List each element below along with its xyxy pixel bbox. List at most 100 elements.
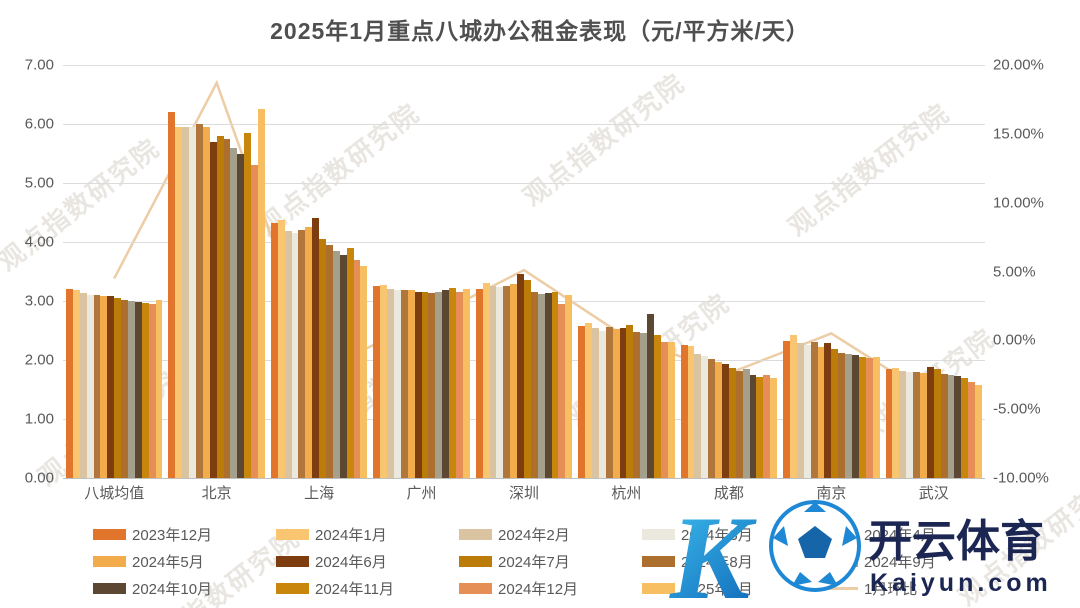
gridline [63, 477, 985, 479]
bar [291, 233, 299, 478]
legend-label: 2024年9月 [864, 554, 936, 571]
bar [86, 295, 94, 478]
legend-label: 1月环比 [864, 581, 918, 598]
bar [633, 331, 641, 478]
right-axis-tick: 5.00% [993, 263, 1036, 280]
bar [756, 376, 764, 478]
legend-color-swatch [276, 529, 309, 540]
legend-label: 2024年7月 [498, 554, 570, 571]
legend: 2023年12月 2024年1月 2024年2月 2024年3月 2024年4月 2024… [93, 521, 1008, 602]
bar [360, 265, 368, 478]
plot-area [63, 64, 985, 479]
bar [858, 357, 866, 478]
bar [107, 296, 115, 478]
bar [558, 303, 566, 478]
bar [968, 381, 976, 478]
bar [667, 342, 675, 478]
legend-item-2024年4月: 2024年4月 [825, 524, 1008, 545]
legend-label: 2024年6月 [315, 554, 387, 571]
legend-color-swatch [642, 529, 675, 540]
bar [687, 345, 695, 478]
bar [284, 231, 292, 478]
bar [975, 385, 983, 478]
bar [913, 371, 920, 478]
bar [339, 254, 347, 478]
legend-color-swatch [93, 583, 126, 594]
bar [708, 358, 716, 478]
bar [489, 286, 497, 478]
bar [626, 324, 634, 478]
bar [565, 295, 573, 478]
x-axis-label: 成都 [713, 485, 744, 502]
legend-color-swatch [93, 556, 126, 567]
bar [407, 290, 415, 478]
chart-title: 2025年1月重点八城办公租金表现（元/平方米/天） [270, 18, 810, 44]
bar [619, 327, 627, 478]
legend-color-swatch [276, 583, 309, 594]
bar [865, 357, 873, 478]
legend-label: 2024年3月 [681, 527, 753, 544]
gridline [63, 241, 985, 243]
bar-group-南京 [783, 65, 880, 478]
bar [251, 165, 259, 478]
bar [961, 377, 969, 478]
legend-label: 2024年2月 [498, 527, 570, 544]
legend-item-2024年2月: 2024年2月 [459, 524, 642, 545]
legend-color-swatch [276, 556, 309, 567]
bar [258, 109, 265, 478]
bar [701, 356, 709, 478]
bar [353, 259, 361, 478]
bar [141, 302, 149, 478]
legend-item-2024年9月: 2024年9月 [825, 551, 1008, 572]
right-axis-tick: 0.00% [993, 331, 1036, 349]
bar [121, 299, 129, 478]
left-axis-tick: 0.00 [24, 469, 54, 487]
bar-group-深圳 [475, 65, 573, 478]
bar [885, 368, 893, 478]
legend-label: 2024年12月 [498, 581, 579, 598]
legend-color-swatch [93, 529, 126, 540]
bar [435, 291, 443, 478]
bar [920, 372, 927, 478]
bar [592, 327, 599, 478]
legend-item-2024年5月: 2024年5月 [93, 551, 276, 572]
x-axis-label: 南京 [816, 485, 847, 502]
legend-label: 2024年5月 [132, 554, 204, 571]
left-axis-tick: 3.00 [24, 292, 54, 310]
bar [510, 284, 518, 478]
bar [824, 343, 832, 478]
bar [346, 247, 354, 478]
bar [175, 126, 183, 478]
legend-label: 2025年1月 [681, 581, 753, 598]
bar [845, 354, 853, 478]
bar [503, 285, 511, 478]
x-axis-label: 上海 [304, 485, 335, 502]
legend-label: 2024年4月 [864, 527, 936, 544]
bar [715, 362, 722, 478]
bar [537, 293, 545, 478]
bar [551, 292, 559, 478]
bar [182, 126, 190, 478]
bar [387, 289, 394, 478]
bar [202, 126, 210, 478]
legend-label: 2024年10月 [132, 581, 213, 598]
bar [906, 371, 914, 478]
bar [530, 292, 538, 478]
bar-group-成都 [680, 65, 778, 478]
legend-item-2023年12月: 2023年12月 [93, 524, 276, 545]
bar [442, 290, 450, 478]
bar [196, 124, 203, 478]
bar [899, 370, 907, 478]
bar-group-北京 [168, 65, 265, 478]
right-axis-tick: 10.00% [993, 194, 1044, 212]
bar [482, 283, 490, 478]
right-axis-tick: -10.00% [993, 469, 1049, 487]
bar [872, 357, 880, 478]
bar [796, 343, 804, 478]
bar [373, 286, 381, 478]
bar [421, 292, 429, 478]
bar [524, 280, 531, 478]
legend-item-2024年7月: 2024年7月 [459, 551, 642, 572]
bar [223, 138, 231, 478]
bar [277, 219, 285, 478]
